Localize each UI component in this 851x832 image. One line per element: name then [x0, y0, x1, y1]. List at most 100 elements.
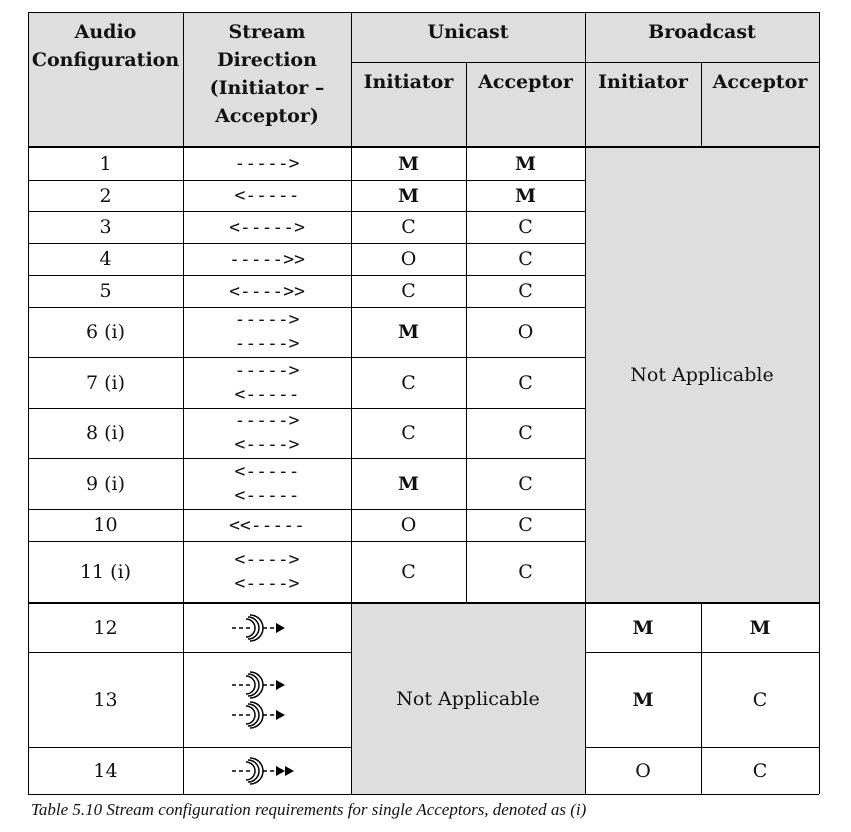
stream-direction-cell: <<-----: [183, 509, 351, 541]
stream-direction-cell: ----->>: [183, 243, 351, 275]
header-unicast-initiator: Initiator: [363, 71, 454, 93]
stream-configuration-table: Audio Configuration Stream Direction (Ini…: [27, 11, 820, 795]
header-broadcast-acceptor: Acceptor: [712, 71, 808, 93]
direction-arrow: ----->: [234, 309, 300, 330]
broadcast-initiator-value: M: [632, 616, 654, 639]
unicast-acceptor-value: C: [518, 472, 533, 495]
unicast-acceptor-value: C: [518, 280, 533, 302]
unicast-acceptor-value: C: [518, 514, 533, 536]
header-stream-direction: Stream Direction (Initiator – Acceptor): [209, 21, 325, 127]
grid-line: [182, 12, 184, 794]
grid-line: [584, 12, 586, 794]
stream-direction-cell: -----> <---->: [183, 408, 351, 458]
direction-arrow: ----->>: [229, 248, 305, 270]
broadcast-only-na-region: [351, 603, 585, 794]
grid-line: [28, 356, 585, 358]
direction-arrow: <-----: [234, 383, 300, 405]
unicast-acceptor-value: C: [518, 422, 533, 444]
direction-arrow: <----->: [229, 216, 305, 238]
grid-line: [28, 306, 585, 308]
unicast-initiator-value: O: [400, 248, 417, 270]
unicast-initiator-value: C: [401, 280, 416, 302]
unicast-initiator-value: M: [397, 321, 420, 343]
grid-line: [350, 12, 352, 794]
grid-line: [28, 242, 585, 244]
stream-direction-cell: ----->: [183, 147, 351, 180]
header-background: [28, 12, 819, 147]
config-number-cell: 1: [99, 152, 112, 175]
unicast-initiator-value: M: [397, 152, 420, 175]
direction-arrow: ----->: [234, 333, 300, 354]
grid-line: [700, 603, 702, 794]
header-unicast-acceptor: Acceptor: [478, 71, 573, 93]
unicast-initiator-value: C: [401, 371, 416, 394]
grid-line: [28, 146, 819, 148]
grid-line: [28, 602, 819, 604]
config-number-cell: 9 (i): [85, 472, 126, 495]
stream-direction-cell: -----> <-----: [183, 357, 351, 408]
grid-line: [585, 651, 819, 653]
stream-direction-cell: <----- <-----: [183, 458, 351, 509]
config-number-cell: 13: [93, 688, 118, 711]
broadcast-acceptor-value: C: [752, 688, 768, 711]
unicast-acceptor-value: C: [518, 561, 533, 583]
stream-direction-cell: <---->>: [183, 275, 351, 307]
unicast-acceptor-value: C: [518, 248, 533, 270]
unicast-initiator-value: C: [401, 561, 416, 583]
unicast-initiator-value: O: [400, 514, 417, 536]
grid-line: [28, 407, 585, 409]
config-number-cell: 10: [93, 514, 118, 536]
grid-line: [465, 62, 467, 603]
direction-arrow: <<-----: [229, 514, 305, 536]
direction-arrow: <---->: [234, 549, 300, 570]
grid-line: [818, 12, 820, 794]
unicast-initiator-value: M: [397, 472, 420, 495]
direction-arrow: ----->: [234, 153, 300, 174]
stream-direction-cell: -----> ----->: [183, 307, 351, 357]
config-number-cell: 2: [99, 184, 112, 207]
unicast-initiator-value: C: [401, 422, 416, 444]
grid-line: [28, 457, 585, 459]
grid-line: [700, 62, 702, 147]
header-audio-configuration: Audio Configuration: [31, 21, 180, 71]
not-applicable-label: Not Applicable: [396, 687, 540, 710]
stream-direction-cell: <----->: [183, 211, 351, 243]
broadcast-double-icon: [232, 665, 302, 735]
grid-line: [28, 793, 819, 795]
unicast-initiator-value: C: [401, 216, 416, 238]
direction-arrow: <---->>: [229, 280, 305, 302]
unicast-acceptor-value: O: [517, 321, 534, 343]
stream-direction-cell: [183, 603, 351, 652]
config-number-cell: 4: [99, 248, 112, 270]
direction-arrow: <---->: [234, 434, 300, 455]
broadcast-initiator-value: O: [635, 759, 651, 782]
direction-arrow: ----->: [234, 410, 300, 431]
broadcast-double-arrowhead-icon: [232, 755, 302, 787]
config-number-cell: 5: [99, 280, 112, 302]
header-broadcast: Broadcast: [648, 21, 756, 43]
direction-arrow: <-----: [234, 185, 300, 206]
unicast-acceptor-value: M: [514, 184, 537, 207]
grid-line: [27, 12, 29, 794]
unicast-acceptor-value: C: [518, 371, 533, 394]
direction-arrow: <---->: [234, 573, 300, 594]
unicast-initiator-value: M: [397, 184, 420, 207]
broadcast-initiator-value: M: [632, 688, 654, 711]
stream-direction-cell: <----> <---->: [183, 541, 351, 603]
header-unicast: Unicast: [427, 21, 509, 43]
table-caption: Table 5.10 Stream configuration requirem…: [31, 800, 587, 819]
config-number-cell: 12: [93, 616, 118, 639]
grid-line: [585, 746, 819, 748]
grid-line: [28, 11, 819, 13]
config-number-cell: 7 (i): [85, 371, 126, 394]
stream-direction-cell: [183, 747, 351, 794]
broadcast-acceptor-value: M: [749, 616, 771, 639]
grid-line: [28, 508, 585, 510]
config-number-cell: 8 (i): [85, 422, 126, 444]
grid-line: [28, 274, 585, 276]
broadcast-acceptor-value: C: [752, 759, 768, 782]
direction-arrow: <-----: [234, 460, 300, 482]
grid-line: [28, 746, 351, 748]
config-number-cell: 11 (i): [79, 561, 132, 583]
config-number-cell: 14: [93, 759, 118, 782]
